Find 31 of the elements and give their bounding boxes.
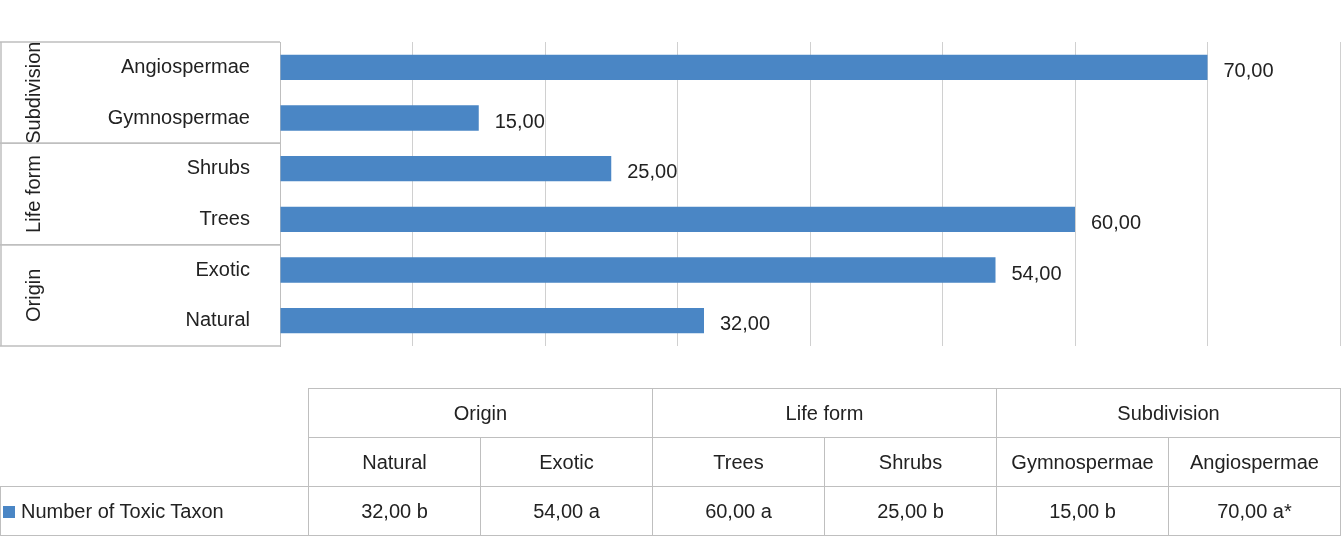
category-label: Natural bbox=[362, 450, 427, 473]
category-label: Angiospermae bbox=[1190, 450, 1319, 473]
data-label: 15,00 bbox=[494, 109, 545, 132]
data-label: 32,00 bbox=[720, 312, 771, 335]
y-tick-label: Exotic bbox=[195, 257, 250, 280]
text: Origin bbox=[308, 388, 653, 438]
y-tick-label: Shrubs bbox=[186, 156, 250, 179]
text: Subdivision bbox=[21, 41, 44, 144]
text: Life form bbox=[652, 388, 997, 438]
text: 54,00 a bbox=[480, 486, 653, 536]
text: 25,00 b bbox=[824, 486, 997, 536]
text: Subdivision bbox=[996, 388, 1341, 438]
legend-label: Number of Toxic Taxon bbox=[0, 486, 309, 536]
category-label: Gymnospermae bbox=[1011, 450, 1154, 473]
y-tick-label: Natural bbox=[185, 308, 250, 331]
text: 60,00 a bbox=[652, 486, 825, 536]
text: 32,00 b bbox=[308, 486, 481, 536]
category-label: Shrubs bbox=[878, 450, 943, 473]
data-label: 54,00 bbox=[1011, 261, 1062, 284]
text: 70,00 a* bbox=[1168, 486, 1341, 536]
text: 15,00 b bbox=[996, 486, 1169, 536]
text: Origin bbox=[21, 268, 44, 323]
category-label: Exotic bbox=[539, 450, 594, 473]
y-tick-label: Angiospermae bbox=[121, 54, 250, 77]
text: Life form bbox=[21, 155, 44, 233]
data-label: 60,00 bbox=[1091, 210, 1142, 233]
data-label: 25,00 bbox=[627, 160, 678, 183]
y-tick-label: Gymnospermae bbox=[107, 105, 250, 128]
category-label: Trees bbox=[713, 450, 764, 473]
y-tick-label: Trees bbox=[199, 206, 250, 229]
data-label: 70,00 bbox=[1223, 58, 1274, 81]
